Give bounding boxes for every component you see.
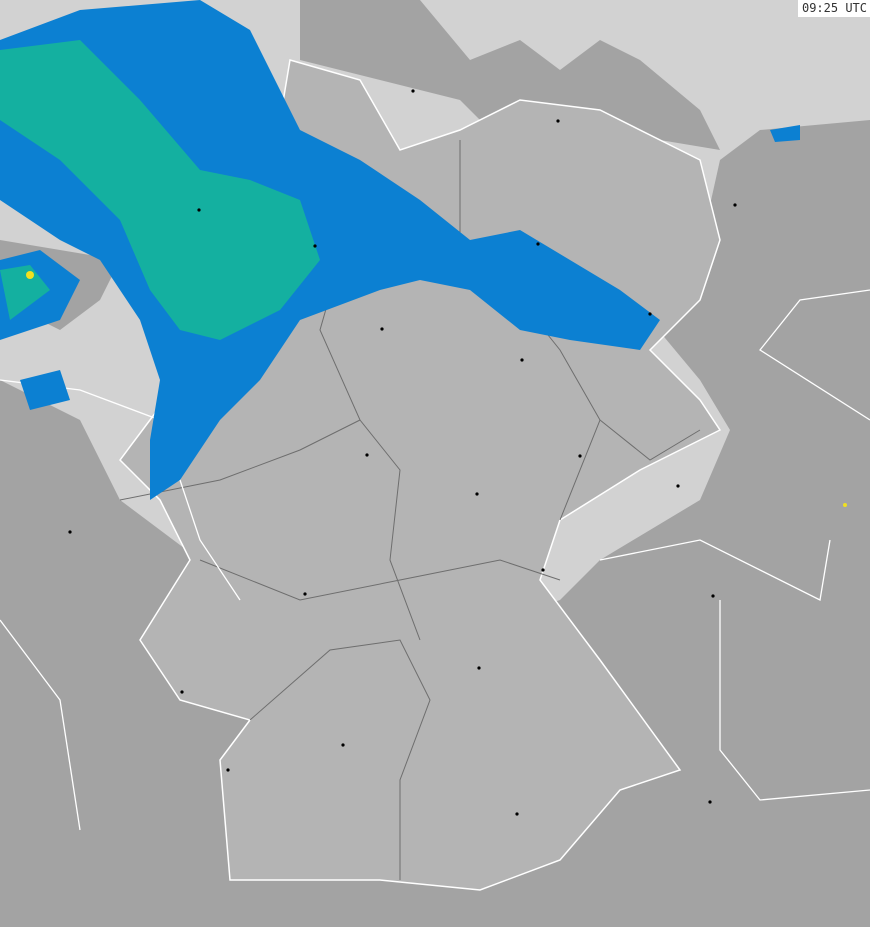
- city-dot: [68, 530, 72, 534]
- city-dot: [180, 690, 184, 694]
- city-dot: [365, 453, 369, 457]
- city-dot: [520, 358, 524, 362]
- city-dot: [475, 492, 479, 496]
- city-dot: [341, 743, 345, 747]
- city-dot: [733, 203, 737, 207]
- city-dot: [578, 454, 582, 458]
- city-dot: [708, 800, 712, 804]
- city-dot: [380, 327, 384, 331]
- city-dot: [648, 312, 652, 316]
- city-dot: [303, 592, 307, 596]
- city-dot: [197, 208, 201, 212]
- city-dot: [556, 119, 560, 123]
- city-markers: [68, 89, 737, 816]
- city-dot: [541, 568, 545, 572]
- city-dot: [515, 812, 519, 816]
- city-dot: [411, 89, 415, 93]
- timestamp-label: 09:25 UTC: [797, 0, 870, 17]
- city-dot: [313, 244, 317, 248]
- radar-echoes: [0, 0, 847, 507]
- city-dot: [711, 594, 715, 598]
- city-dot: [477, 666, 481, 670]
- city-dot: [676, 484, 680, 488]
- city-dot: [536, 242, 540, 246]
- city-dot: [226, 768, 230, 772]
